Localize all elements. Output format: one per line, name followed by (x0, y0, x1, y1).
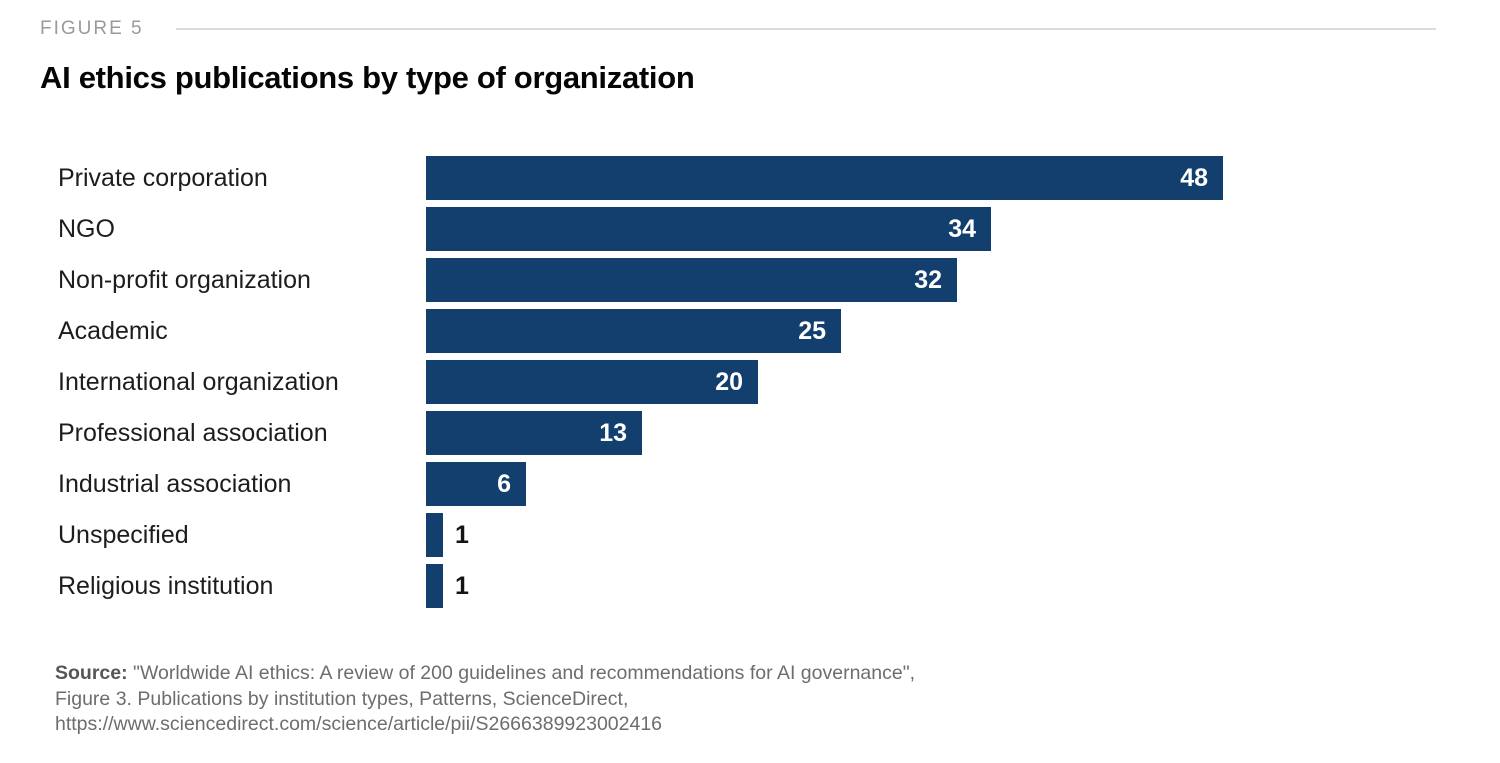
page-title: AI ethics publications by type of organi… (40, 60, 695, 95)
source-note: Source: "Worldwide AI ethics: A review o… (55, 661, 1420, 738)
bar (426, 513, 443, 557)
bar-area: 1 (426, 513, 1460, 557)
figure-label: FIGURE 5 (40, 18, 144, 39)
bar: 20 (426, 360, 758, 404)
bar-chart: Private corporation 48 NGO 34 Non-profit org… (58, 156, 1460, 615)
bar: 25 (426, 309, 841, 353)
bar-value-label: 20 (715, 367, 743, 396)
source-line1: "Worldwide AI ethics: A review of 200 gu… (127, 662, 916, 684)
bar: 48 (426, 156, 1223, 200)
category-label: Religious institution (58, 571, 274, 600)
bar-value-label: 1 (455, 571, 469, 600)
bar-area: 25 (426, 309, 1460, 353)
bar: 6 (426, 462, 526, 506)
chart-row: Industrial association 6 (58, 462, 1460, 506)
category-label: Unspecified (58, 520, 189, 549)
category-label: Non-profit organization (58, 265, 311, 294)
bar-area: 34 (426, 207, 1460, 251)
chart-row: Private corporation 48 (58, 156, 1460, 200)
bar-area: 1 (426, 564, 1460, 608)
source-line3: https://www.sciencedirect.com/science/ar… (55, 713, 663, 735)
bar-value-label: 34 (948, 214, 976, 243)
chart-row: Academic 25 (58, 309, 1460, 353)
bar (426, 564, 443, 608)
bar-value-label: 13 (599, 418, 627, 447)
chart-row: Non-profit organization 32 (58, 258, 1460, 302)
category-label: Private corporation (58, 163, 268, 192)
bar: 13 (426, 411, 642, 455)
bar-value-label: 25 (798, 316, 826, 345)
source-line2: Figure 3. Publications by institution ty… (55, 687, 629, 710)
bar-area: 32 (426, 258, 1460, 302)
bar-value-label: 6 (497, 469, 511, 498)
bar: 32 (426, 258, 957, 302)
bar-area: 13 (426, 411, 1460, 455)
category-label: Industrial association (58, 469, 292, 498)
bar: 34 (426, 207, 991, 251)
chart-row: Religious institution 1 (58, 564, 1460, 608)
chart-row: Unspecified 1 (58, 513, 1460, 557)
category-label: Professional association (58, 418, 328, 447)
bar-value-label: 1 (455, 520, 469, 549)
bar-area: 20 (426, 360, 1460, 404)
source-prefix: Source: (55, 662, 128, 684)
category-label: Academic (58, 316, 168, 345)
category-label: International organization (58, 367, 339, 396)
chart-row: NGO 34 (58, 207, 1460, 251)
bar-area: 48 (426, 156, 1460, 200)
category-label: NGO (58, 214, 115, 243)
figure-header: FIGURE 5 (40, 18, 1436, 40)
bar-value-label: 32 (914, 265, 942, 294)
header-rule-line (175, 28, 1436, 30)
bar-value-label: 48 (1180, 163, 1208, 192)
chart-row: Professional association 13 (58, 411, 1460, 455)
chart-row: International organization 20 (58, 360, 1460, 404)
bar-area: 6 (426, 462, 1460, 506)
